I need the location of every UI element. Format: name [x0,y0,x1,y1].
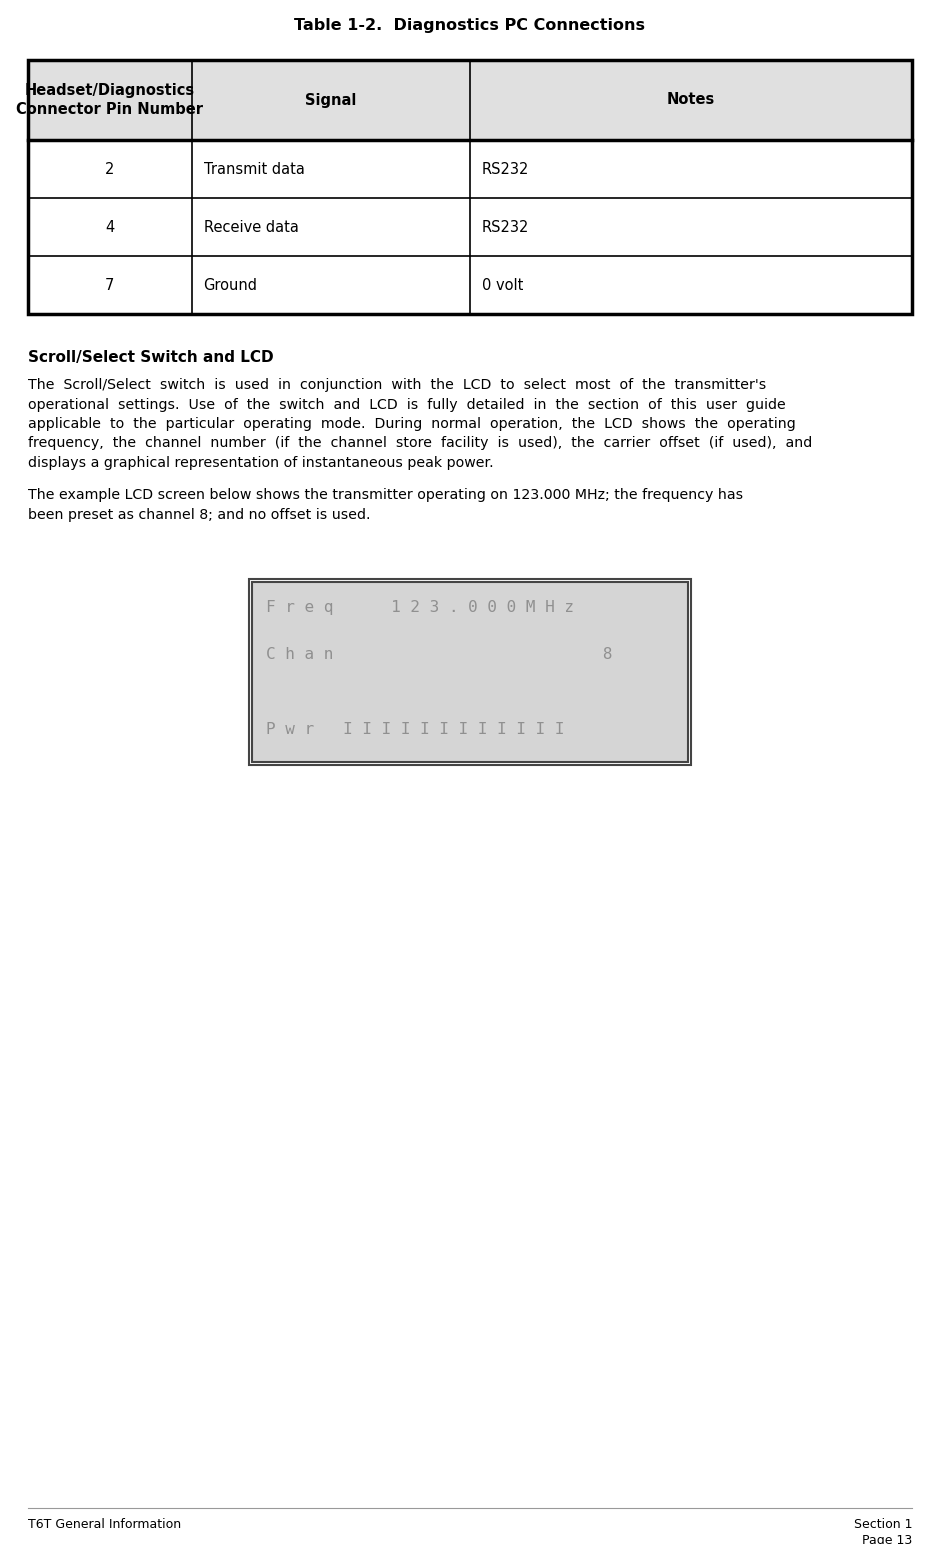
Text: operational  settings.  Use  of  the  switch  and  LCD  is  fully  detailed  in : operational settings. Use of the switch … [28,397,786,412]
Text: 0 volt: 0 volt [482,278,524,292]
Text: RS232: RS232 [482,162,529,176]
Text: Section 1: Section 1 [854,1518,912,1532]
Text: 2: 2 [105,162,115,176]
Text: P w r   I I I I I I I I I I I I: P w r I I I I I I I I I I I I [266,723,564,736]
Text: 7: 7 [105,278,115,292]
Text: Ground: Ground [204,278,258,292]
Text: The example LCD screen below shows the transmitter operating on 123.000 MHz; the: The example LCD screen below shows the t… [28,488,744,502]
Bar [249,579,691,764]
Text: Signal: Signal [306,93,356,108]
Text: Headset/Diagnostics
Connector Pin Number: Headset/Diagnostics Connector Pin Number [16,83,203,117]
Text: Receive data: Receive data [204,219,298,235]
Text: Page 13: Page 13 [862,1535,912,1544]
Bar [252,582,688,763]
Text: applicable  to  the  particular  operating  mode.  During  normal  operation,  t: applicable to the particular operating m… [28,417,796,431]
Text: The  Scroll/Select  switch  is  used  in  conjunction  with  the  LCD  to  selec: The Scroll/Select switch is used in conj… [28,378,766,392]
Text: C h a n                            8: C h a n 8 [266,647,613,662]
Text: F r e q      1 2 3 . 0 0 0 M H z: F r e q 1 2 3 . 0 0 0 M H z [266,601,574,615]
Text: Scroll/Select Switch and LCD: Scroll/Select Switch and LCD [28,350,274,364]
Text: been preset as channel 8; and no offset is used.: been preset as channel 8; and no offset … [28,508,370,522]
Bar [28,60,912,313]
Text: displays a graphical representation of instantaneous peak power.: displays a graphical representation of i… [28,455,494,469]
Text: Notes: Notes [666,93,715,108]
Text: Transmit data: Transmit data [204,162,305,176]
Bar [28,60,912,141]
Text: 4: 4 [105,219,115,235]
Text: RS232: RS232 [482,219,529,235]
Text: Table 1-2.  Diagnostics PC Connections: Table 1-2. Diagnostics PC Connections [294,19,646,32]
Text: frequency,  the  channel  number  (if  the  channel  store  facility  is  used),: frequency, the channel number (if the ch… [28,437,812,451]
Text: T6T General Information: T6T General Information [28,1518,181,1532]
